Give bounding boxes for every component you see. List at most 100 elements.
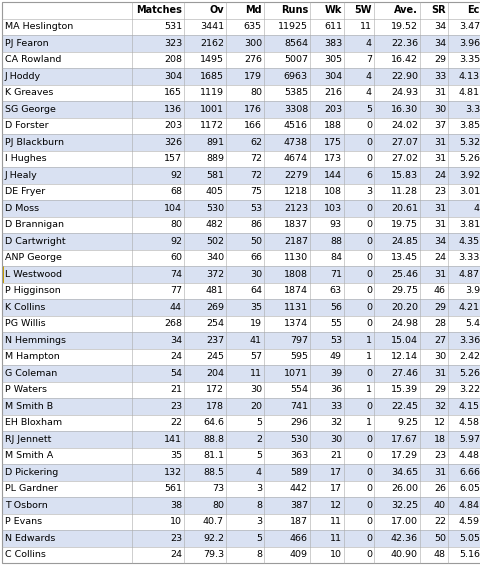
Text: 300: 300 [243,38,262,48]
Bar [2,2,480,19]
Bar [2,184,480,200]
Bar [2,35,480,51]
Text: 4516: 4516 [283,121,307,130]
Text: 5: 5 [255,534,262,543]
Text: 37: 37 [433,121,445,130]
Text: 554: 554 [289,385,307,394]
Text: 0: 0 [365,154,371,163]
Text: 17.29: 17.29 [390,451,417,460]
Text: 80: 80 [212,501,224,510]
Text: 5385: 5385 [283,88,307,97]
Text: 28: 28 [433,319,445,328]
Bar [2,167,480,184]
Text: 30: 30 [433,105,445,114]
Text: 103: 103 [323,203,341,213]
Text: 21: 21 [329,451,341,460]
Text: PJ Blackburn: PJ Blackburn [5,138,64,147]
Text: 31: 31 [433,270,445,279]
Text: 4: 4 [365,38,371,48]
Text: 2279: 2279 [283,171,307,180]
Text: 81.1: 81.1 [203,451,224,460]
Text: 157: 157 [164,154,181,163]
Text: 5.97: 5.97 [458,435,479,444]
Text: 2187: 2187 [283,237,307,246]
Text: 19.52: 19.52 [390,22,417,31]
Text: 93: 93 [329,220,341,229]
Bar [2,85,480,101]
Text: 1837: 1837 [283,220,307,229]
Text: 0: 0 [365,534,371,543]
Text: 1071: 1071 [283,369,307,378]
Text: 176: 176 [243,105,262,114]
Text: 0: 0 [365,435,371,444]
Text: 0: 0 [365,203,371,213]
Text: 72: 72 [250,154,262,163]
Text: 0: 0 [365,237,371,246]
Text: 276: 276 [243,55,262,64]
Text: 1: 1 [365,385,371,394]
Text: 77: 77 [169,286,181,295]
Text: 7: 7 [365,55,371,64]
Bar [2,266,4,283]
Text: 0: 0 [365,303,371,312]
Text: 4.59: 4.59 [458,517,479,526]
Text: 23: 23 [433,451,445,460]
Bar [2,315,480,332]
Text: 33: 33 [433,72,445,81]
Bar [2,464,480,480]
Text: 3.33: 3.33 [457,253,479,262]
Text: 32.25: 32.25 [390,501,417,510]
Text: 482: 482 [205,220,224,229]
Text: 30: 30 [249,270,262,279]
Text: 16.30: 16.30 [390,105,417,114]
Text: K Collins: K Collins [5,303,45,312]
Bar [2,448,480,464]
Text: 19: 19 [250,319,262,328]
Text: 4: 4 [365,88,371,97]
Text: 254: 254 [205,319,224,328]
Text: 15.04: 15.04 [390,336,417,345]
Text: 1131: 1131 [283,303,307,312]
Text: 6963: 6963 [283,72,307,81]
Text: 64: 64 [250,286,262,295]
Text: 0: 0 [365,517,371,526]
Text: 188: 188 [324,121,341,130]
Text: 208: 208 [164,55,181,64]
Text: 6.66: 6.66 [458,468,479,477]
Text: 17: 17 [329,468,341,477]
Text: 23: 23 [433,187,445,196]
Text: D Pickering: D Pickering [5,468,58,477]
Text: 245: 245 [205,352,224,361]
Text: Md: Md [245,5,262,15]
Text: 42.36: 42.36 [390,534,417,543]
Text: 88: 88 [329,237,341,246]
Text: 595: 595 [289,352,307,361]
Text: 66: 66 [250,253,262,262]
Text: 11: 11 [329,517,341,526]
Bar [2,250,480,266]
Text: 175: 175 [324,138,341,147]
Text: 40: 40 [433,501,445,510]
Text: SG George: SG George [5,105,56,114]
Text: 166: 166 [243,121,262,130]
Text: 3.22: 3.22 [458,385,479,394]
Bar [2,19,480,35]
Text: J Hoddy: J Hoddy [5,72,41,81]
Text: 31: 31 [433,154,445,163]
Text: 9.25: 9.25 [396,418,417,427]
Bar [2,283,480,299]
Text: Matches: Matches [136,5,181,15]
Text: 20.20: 20.20 [390,303,417,312]
Text: M Smith B: M Smith B [5,402,53,411]
Text: 0: 0 [365,369,371,378]
Text: 30: 30 [433,352,445,361]
Text: 50: 50 [250,237,262,246]
Text: 1495: 1495 [200,55,224,64]
Text: Runs: Runs [280,5,307,15]
Text: 35: 35 [169,451,181,460]
Text: 611: 611 [324,22,341,31]
Text: 72: 72 [250,171,262,180]
Text: 20.61: 20.61 [390,203,417,213]
Bar [2,497,480,514]
Text: 5.16: 5.16 [458,550,479,559]
